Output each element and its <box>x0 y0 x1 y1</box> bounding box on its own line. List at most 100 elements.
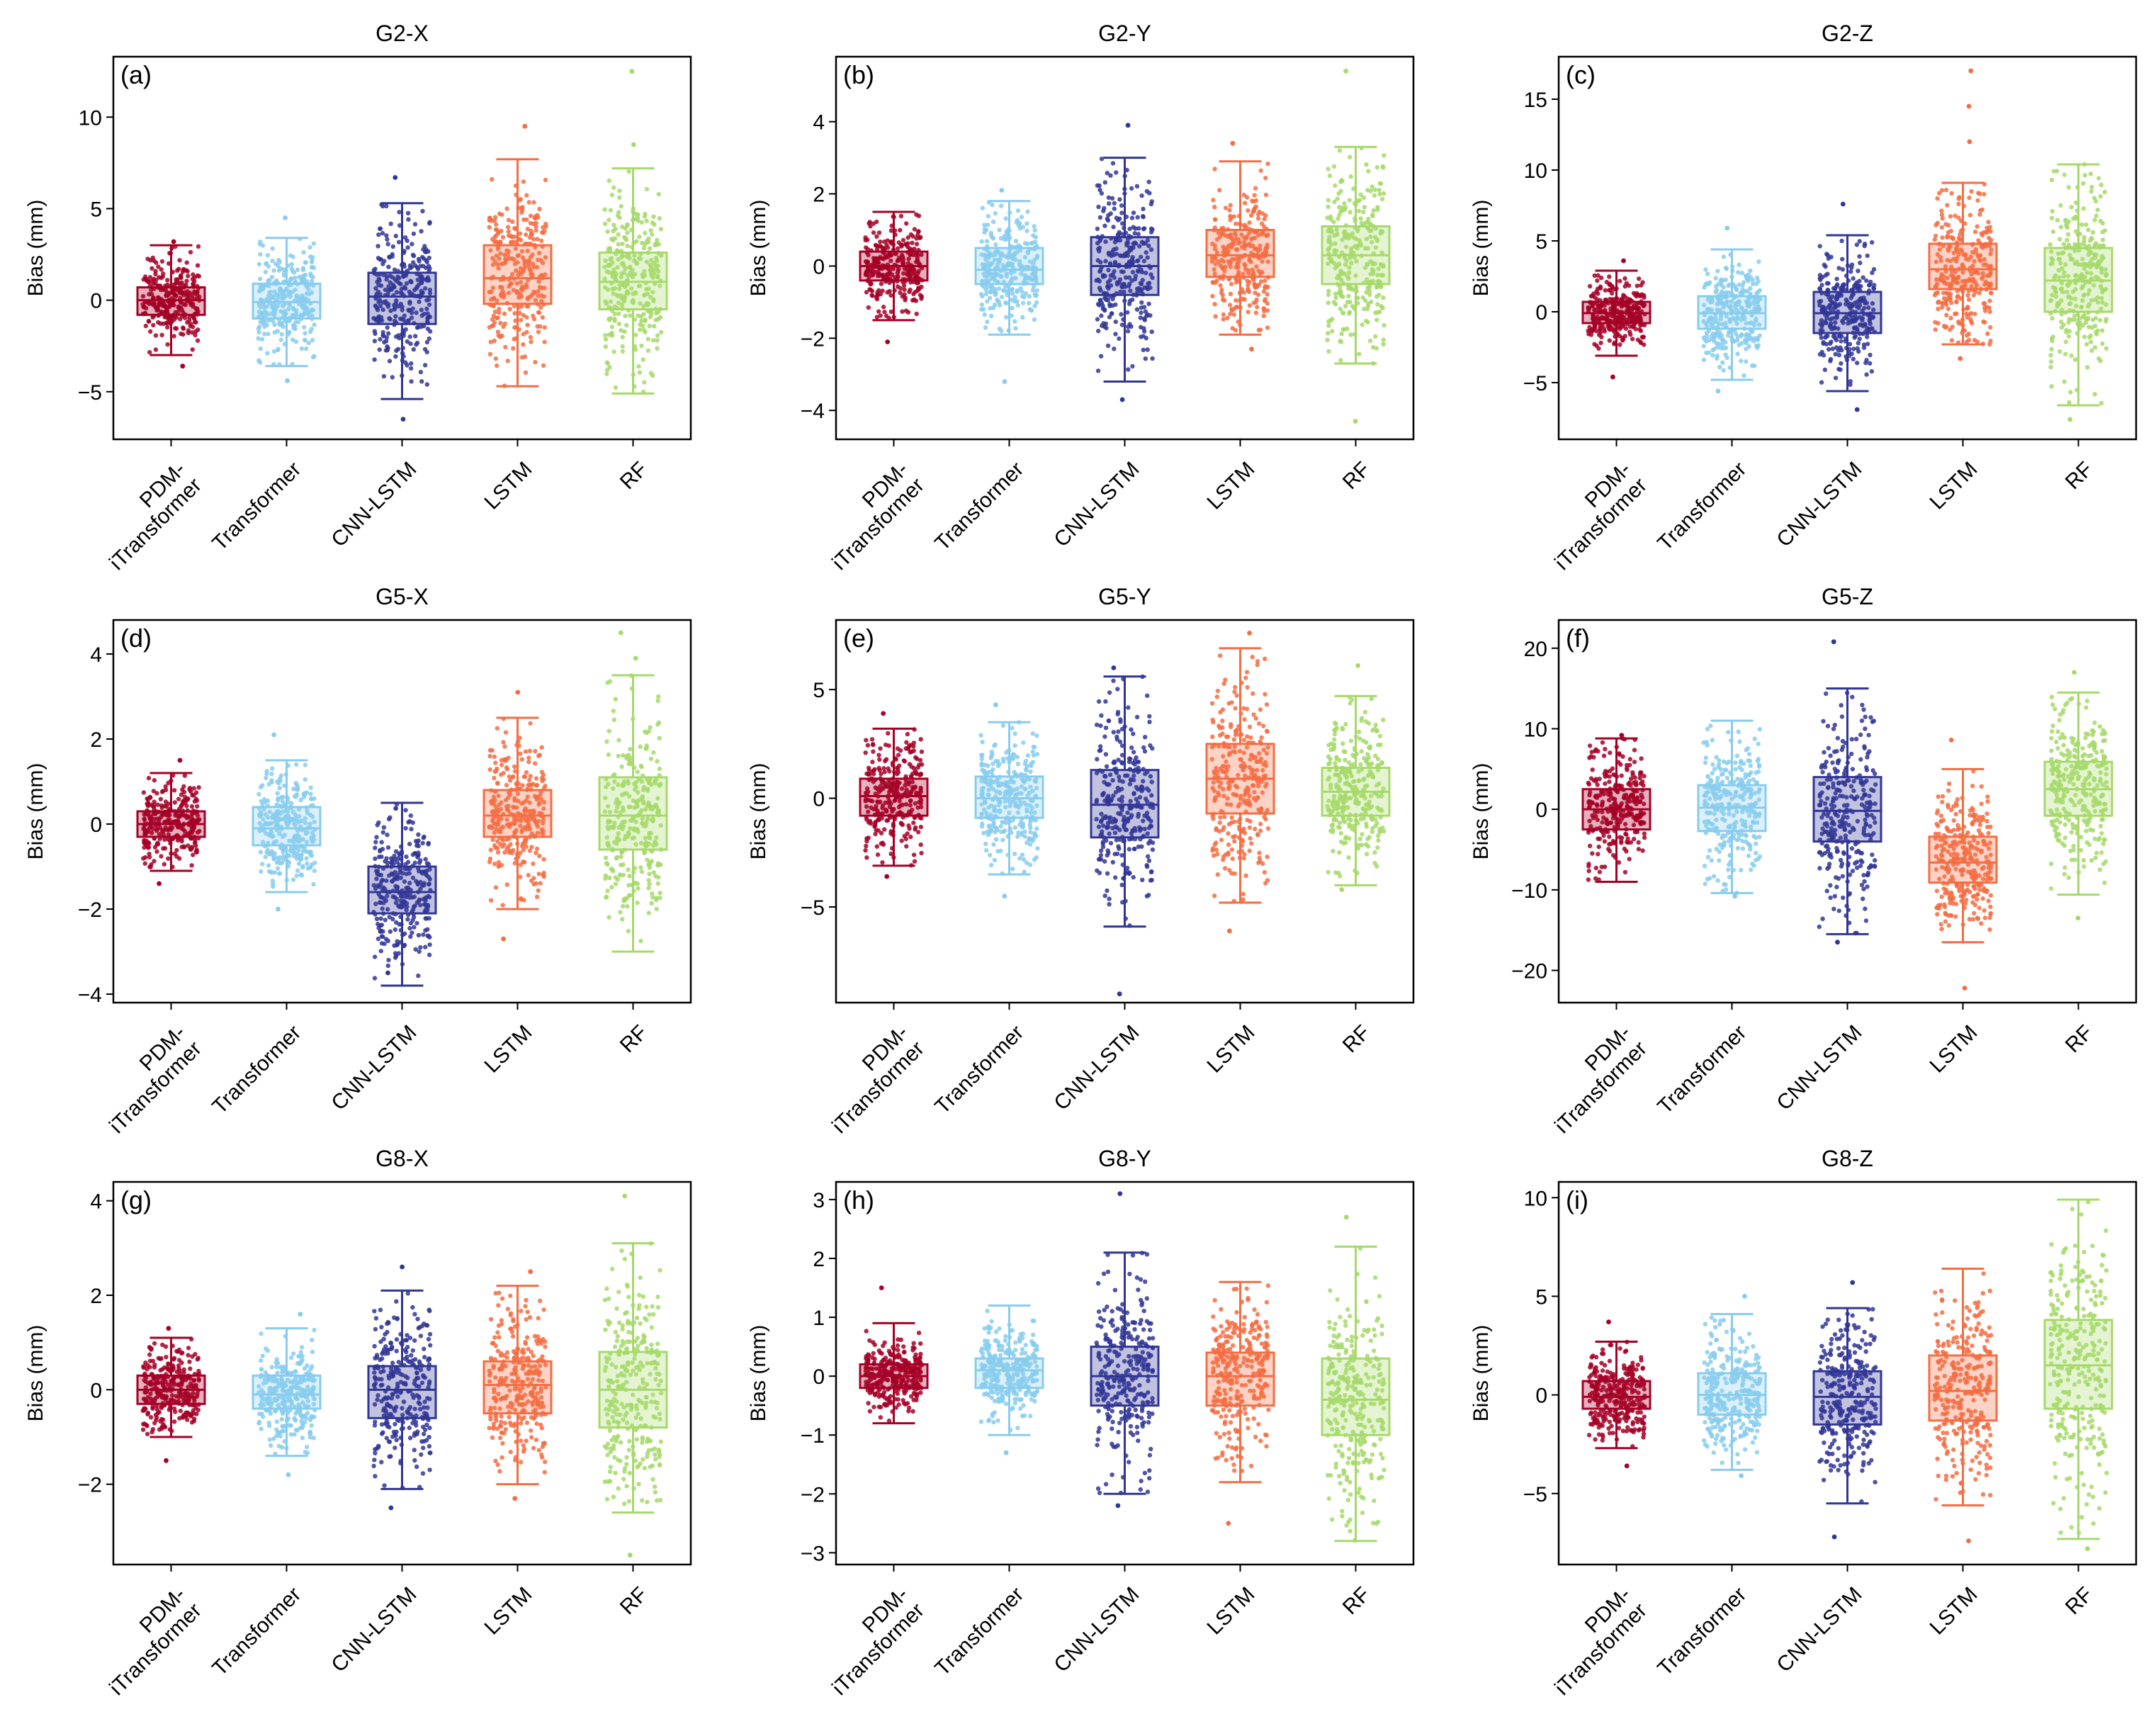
data-point <box>495 315 499 320</box>
data-point <box>1252 300 1256 305</box>
data-point <box>501 235 505 239</box>
outlier-point <box>1610 375 1615 380</box>
x-tick-label: CNN-LSTM <box>1050 458 1144 552</box>
data-point <box>903 242 908 246</box>
data-point <box>1114 320 1118 324</box>
data-point <box>267 278 271 282</box>
data-point <box>1251 278 1255 282</box>
data-point <box>633 212 638 216</box>
data-point <box>300 346 304 351</box>
data-point <box>426 327 430 331</box>
data-point <box>1950 338 1954 342</box>
outlier-point <box>1231 141 1236 146</box>
data-point <box>1623 334 1627 338</box>
data-point <box>154 850 159 854</box>
data-point <box>2089 340 2093 344</box>
y-tick-label: 5 <box>1535 230 1547 254</box>
data-point <box>512 311 516 315</box>
data-point <box>487 225 492 230</box>
data-point <box>524 315 529 320</box>
data-point <box>1129 186 1134 191</box>
data-point <box>1710 334 1714 338</box>
data-point <box>1588 328 1593 332</box>
data-point <box>159 797 163 801</box>
data-point <box>1020 215 1024 219</box>
data-point <box>1741 373 1746 378</box>
x-tick-label: Transformer <box>930 458 1028 556</box>
data-point <box>1218 283 1222 288</box>
data-point <box>495 363 499 368</box>
data-point <box>863 235 867 239</box>
data-point <box>864 290 869 294</box>
data-point <box>637 235 641 239</box>
data-point <box>1639 292 1644 296</box>
data-point <box>1357 352 1361 356</box>
outlier-point <box>1249 346 1254 351</box>
data-point <box>1975 224 1980 228</box>
data-point <box>176 266 181 271</box>
data-point <box>1112 206 1117 210</box>
x-tick-label: Transformer <box>1653 458 1751 556</box>
data-point <box>874 243 879 247</box>
data-point <box>1633 293 1637 297</box>
data-point <box>143 855 147 859</box>
data-point <box>538 325 542 329</box>
data-point <box>900 310 904 314</box>
box-CNN-LSTM <box>368 273 436 324</box>
data-point <box>2067 317 2072 321</box>
data-point <box>1150 329 1154 334</box>
data-point <box>196 785 201 789</box>
data-point <box>1360 322 1365 327</box>
data-point <box>1721 285 1725 289</box>
data-point <box>1330 317 1334 321</box>
data-point <box>1326 198 1331 202</box>
data-point <box>510 235 514 239</box>
data-point <box>1357 198 1362 202</box>
data-point <box>1372 208 1376 213</box>
data-point <box>983 312 987 317</box>
data-point <box>2050 209 2055 213</box>
data-point <box>312 322 316 327</box>
data-point <box>154 261 158 265</box>
data-point <box>619 204 623 208</box>
data-point <box>1139 334 1143 339</box>
data-point <box>1027 294 1032 298</box>
data-point <box>2065 238 2069 242</box>
data-point <box>1258 327 1263 332</box>
data-point <box>1849 351 1853 356</box>
data-point <box>623 314 627 318</box>
data-point <box>1936 221 1940 225</box>
outlier-point <box>999 188 1004 193</box>
data-point <box>649 228 653 232</box>
data-point <box>1965 293 1970 298</box>
data-point <box>645 219 649 223</box>
data-point <box>642 380 646 384</box>
data-point <box>1112 346 1116 351</box>
data-point <box>488 352 492 356</box>
data-point <box>1956 215 1960 220</box>
data-point <box>2062 380 2067 384</box>
data-point <box>195 850 199 855</box>
data-point <box>503 345 507 349</box>
data-point <box>1145 312 1149 317</box>
box-LSTM <box>1207 230 1274 277</box>
data-point <box>1740 271 1744 275</box>
data-point <box>265 351 269 355</box>
data-point <box>1592 342 1596 346</box>
data-point <box>648 324 652 328</box>
data-point <box>1982 305 1987 310</box>
data-point <box>1228 312 1232 316</box>
data-point <box>616 242 621 247</box>
data-point <box>659 227 663 231</box>
data-point <box>899 214 903 218</box>
outlier-point <box>1343 69 1348 74</box>
data-point <box>1826 281 1830 286</box>
data-point <box>2099 401 2104 405</box>
data-point <box>307 341 311 345</box>
data-point <box>1839 361 1843 366</box>
data-point <box>1642 342 1646 346</box>
data-point <box>622 235 626 239</box>
data-point <box>1246 310 1250 314</box>
data-point <box>1098 298 1102 303</box>
data-point <box>271 269 276 273</box>
